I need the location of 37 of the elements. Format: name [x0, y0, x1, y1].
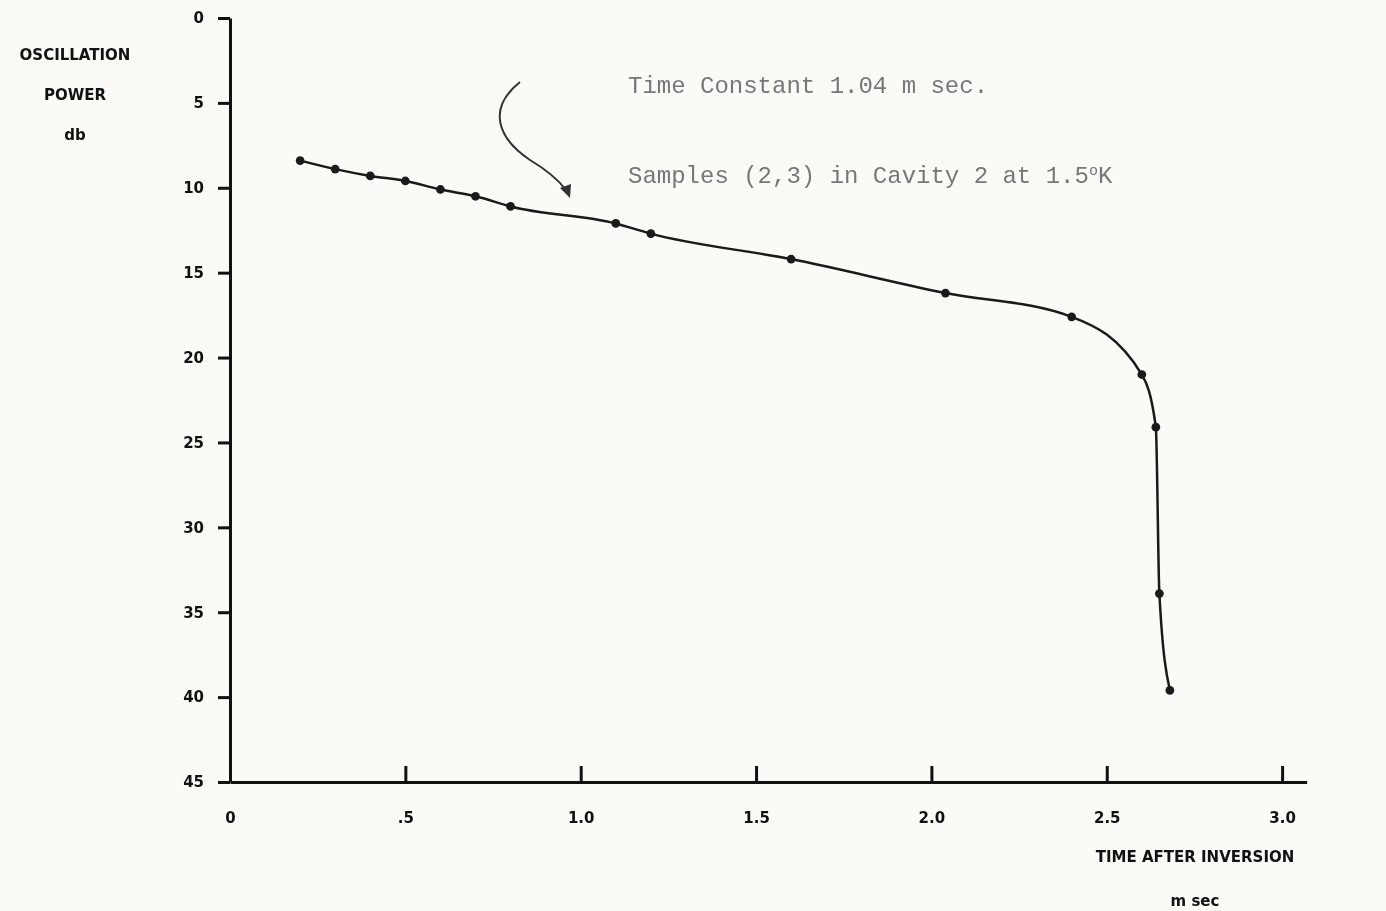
y-tick-label: 0: [193, 9, 204, 28]
text: OSCILLATION POWER db: [19, 46, 131, 144]
y-tick-label: 45: [183, 773, 204, 792]
x-tick-label: 0: [225, 808, 236, 827]
point: [1154, 589, 1164, 598]
y-tick-label: 35: [183, 603, 204, 622]
point: [400, 176, 410, 186]
point: [786, 254, 796, 264]
point: [1151, 422, 1161, 432]
y-tick-label: 40: [183, 688, 204, 707]
x-tick-label: 2.5: [1093, 808, 1121, 827]
point: [1137, 370, 1147, 379]
point: [330, 164, 340, 174]
y-tick-label: 30: [183, 518, 204, 537]
point: [941, 288, 950, 298]
x-tick-label: 1.0: [567, 808, 595, 827]
y-tick-label: 15: [183, 263, 204, 282]
point: [646, 229, 656, 238]
y-tick-label: 20: [183, 348, 204, 367]
point: [1067, 312, 1077, 322]
x-tick-label: 3.0: [1269, 808, 1296, 827]
point: [365, 171, 375, 181]
y-tick-label: 25: [183, 433, 204, 452]
x-tick-label: 2.0: [918, 808, 946, 827]
y-tick-label: 10: [183, 179, 204, 198]
annotation: Samples (2,3) in Cavity 2 at 1.5$^{o}$K: [628, 162, 1113, 190]
point: [436, 185, 445, 194]
point: [611, 219, 621, 228]
x-tick-label: .5: [397, 808, 414, 827]
point: [471, 191, 480, 201]
x-tick-label: 1.5: [743, 808, 770, 827]
annotation: Time Constant 1.04 m sec.: [628, 73, 989, 100]
text: TIME AFTER INVERSION m sec: [1095, 848, 1295, 910]
point: [506, 202, 515, 211]
point: [295, 156, 305, 165]
point: [1165, 685, 1175, 695]
y-tick-label: 5: [193, 94, 204, 113]
